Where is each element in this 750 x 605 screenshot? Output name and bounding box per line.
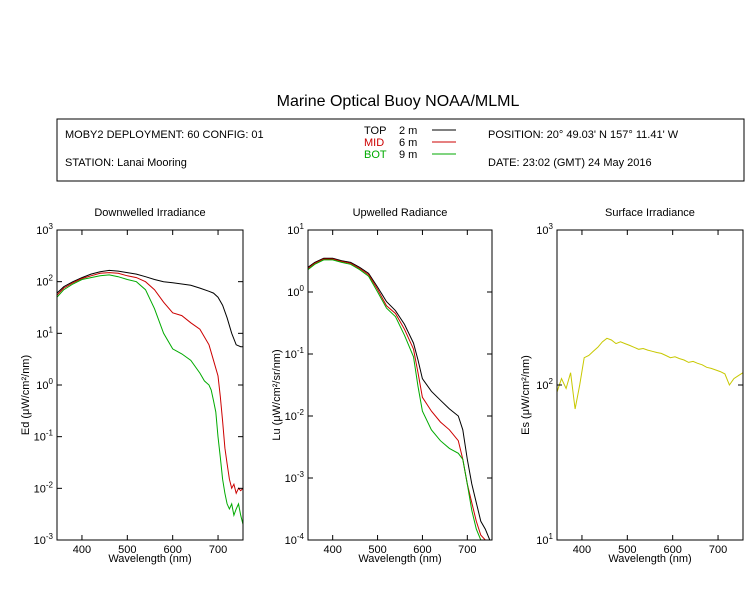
chart-title: Downwelled Irradiance [94, 207, 205, 219]
x-axis-label: Wavelength (nm) [108, 553, 191, 565]
legend-depth-top: 2 m [399, 125, 417, 137]
series-line-mid [56, 272, 244, 495]
chart-title: Surface Irradiance [605, 207, 695, 219]
legend-depth-mid: 6 m [399, 137, 417, 149]
x-tick-label: 700 [458, 544, 476, 556]
y-tick-label: 10-1 [285, 346, 305, 361]
y-tick-label: 10-3 [34, 532, 54, 547]
x-tick-label: 700 [209, 544, 227, 556]
x-tick-label: 400 [324, 544, 342, 556]
x-tick-label: 600 [664, 544, 682, 556]
series-line-bot [56, 274, 244, 525]
chart-panel-2: Upwelled Radiance 400 500 600 700 10-4 10-3 10-… [271, 207, 493, 565]
x-tick-label: 400 [573, 544, 591, 556]
x-axis-label: Wavelength (nm) [608, 553, 691, 565]
y-tick-label: 103 [36, 222, 53, 237]
y-tick-label: 10-1 [34, 429, 54, 444]
chart-title: Upwelled Radiance [353, 207, 448, 219]
y-tick-label: 101 [536, 532, 553, 547]
x-tick-label: 600 [164, 544, 182, 556]
y-tick-label: 101 [36, 325, 53, 340]
y-tick-label: 102 [36, 274, 53, 289]
x-tick-label: 400 [73, 544, 91, 556]
legend-label-top: TOP [364, 125, 386, 137]
x-tick-label: 500 [618, 544, 636, 556]
chart-panel-3: Surface Irradiance 400 500 600 700 101 102 103 W… [520, 207, 744, 565]
legend-depth-bot: 9 m [399, 149, 417, 161]
y-tick-label: 100 [36, 377, 53, 392]
series-line-mid [307, 258, 490, 541]
legend-label-mid: MID [364, 137, 384, 149]
y-tick-label: 10-4 [285, 532, 305, 547]
y-tick-label: 102 [536, 377, 553, 392]
series-line-es [556, 337, 744, 410]
y-axis-label: Ed (μW/cm²/nm) [20, 355, 32, 435]
position-text: POSITION: 20° 49.03' N 157° 11.41' W [488, 129, 679, 141]
chart-panel-1: Downwelled Irradiance 400 500 600 700 10-3 10-… [20, 207, 244, 565]
plot-frame [307, 229, 493, 541]
series-line-bot [307, 259, 486, 541]
y-axis-label: Lu (μW/cm²/sr/nm) [271, 349, 283, 440]
y-tick-label: 10-2 [285, 408, 305, 423]
header-box [56, 118, 745, 182]
y-tick-label: 10-2 [34, 480, 54, 495]
y-axis-label: Es (μW/cm²/nm) [520, 355, 532, 435]
y-tick-label: 101 [287, 222, 304, 237]
legend: TOP 2 m MID 6 m BOT 9 m [364, 125, 456, 161]
deployment-text: MOBY2 DEPLOYMENT: 60 CONFIG: 01 [65, 129, 264, 141]
x-tick-label: 700 [709, 544, 727, 556]
plot-frame [556, 229, 744, 541]
y-tick-label: 10-3 [285, 470, 305, 485]
x-tick-label: 500 [118, 544, 136, 556]
y-tick-label: 100 [287, 284, 304, 299]
x-tick-label: 600 [413, 544, 431, 556]
y-tick-label: 103 [536, 222, 553, 237]
charts: Downwelled Irradiance 400 500 600 700 10-3 10-… [20, 207, 744, 565]
main-title: Marine Optical Buoy NOAA/MLML [277, 93, 520, 110]
legend-label-bot: BOT [364, 149, 387, 161]
series-line-top [56, 269, 243, 348]
x-axis-label: Wavelength (nm) [358, 553, 441, 565]
x-tick-label: 500 [368, 544, 386, 556]
date-text: DATE: 23:02 (GMT) 24 May 2016 [488, 157, 652, 169]
series-line-top [307, 257, 491, 541]
station-text: STATION: Lanai Mooring [65, 157, 187, 169]
